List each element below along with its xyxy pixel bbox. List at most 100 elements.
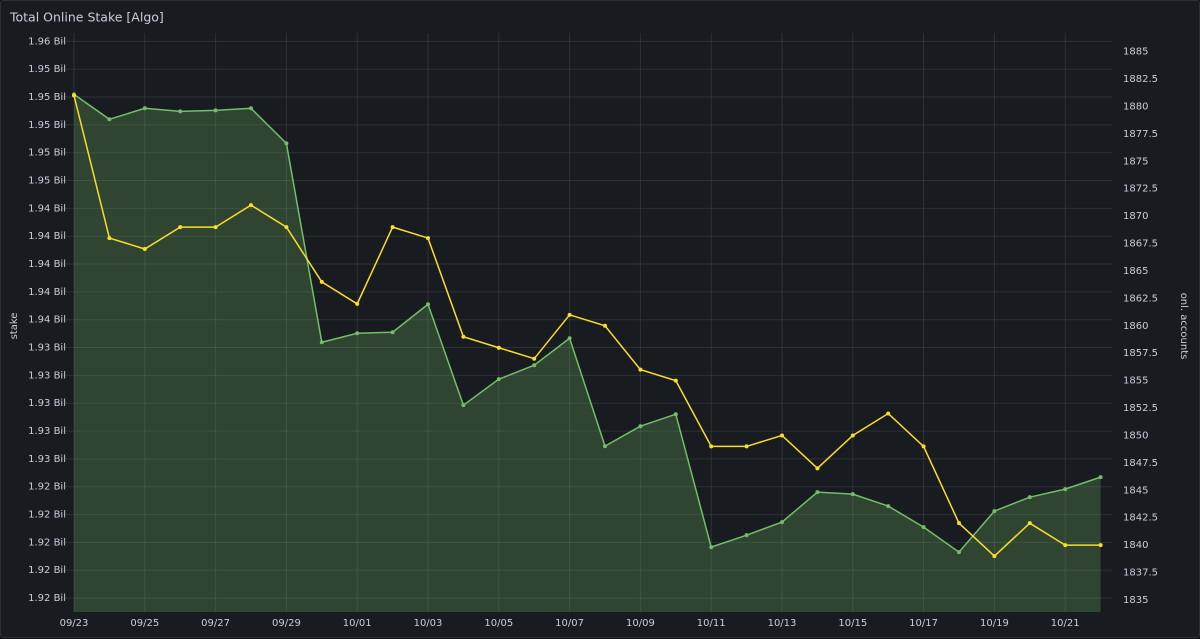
x-tick-label: 10/09 bbox=[626, 618, 655, 629]
data-point bbox=[496, 377, 501, 382]
y-tick-label: 1.93 Bil bbox=[28, 370, 66, 381]
data-point bbox=[249, 203, 253, 208]
x-tick-label: 09/27 bbox=[201, 618, 230, 629]
data-point bbox=[957, 521, 961, 526]
y-tick-label: 1.92 Bil bbox=[28, 593, 66, 604]
y2-tick-label: 1847.5 bbox=[1123, 458, 1158, 469]
y-tick-label: 1.94 Bil bbox=[28, 315, 66, 326]
data-point bbox=[284, 141, 289, 146]
y-tick-label: 1.95 Bil bbox=[28, 176, 66, 187]
y2-tick-label: 1850 bbox=[1123, 430, 1148, 441]
y2-tick-label: 1857.5 bbox=[1123, 348, 1158, 359]
y-tick-label: 1.94 Bil bbox=[28, 287, 66, 298]
y-tick-label: 1.96 Bil bbox=[28, 36, 66, 47]
x-tick-label: 10/21 bbox=[1051, 618, 1080, 629]
data-point bbox=[284, 225, 289, 230]
series-line bbox=[73, 93, 1101, 554]
panel-title: Total Online Stake [Algo] bbox=[9, 10, 164, 25]
y2-tick-label: 1860 bbox=[1123, 321, 1148, 332]
data-point bbox=[886, 504, 891, 509]
data-point bbox=[142, 247, 147, 252]
data-point bbox=[355, 331, 360, 336]
y-tick-label: 1.95 Bil bbox=[28, 148, 66, 159]
data-point bbox=[567, 312, 572, 317]
x-tick-label: 10/15 bbox=[838, 618, 867, 629]
y2-tick-label: 1870 bbox=[1123, 211, 1148, 222]
data-point bbox=[72, 93, 76, 98]
y2-tick-label: 1840 bbox=[1123, 540, 1148, 551]
data-point bbox=[638, 424, 643, 429]
data-point bbox=[532, 363, 537, 368]
data-point bbox=[1098, 475, 1103, 480]
data-point bbox=[603, 323, 607, 328]
x-tick-label: 10/19 bbox=[980, 618, 1009, 629]
data-point bbox=[921, 444, 926, 449]
x-tick-label: 10/11 bbox=[697, 618, 726, 629]
series-area bbox=[74, 94, 1101, 612]
y-tick-label: 1.95 Bil bbox=[28, 64, 66, 75]
data-point bbox=[850, 433, 855, 438]
data-point bbox=[638, 367, 643, 372]
data-point bbox=[178, 225, 183, 230]
data-point bbox=[532, 356, 537, 361]
data-point bbox=[496, 345, 501, 350]
y-tick-label: 1.93 Bil bbox=[28, 454, 66, 465]
data-point bbox=[461, 334, 466, 339]
data-point bbox=[390, 225, 395, 230]
data-point bbox=[1063, 487, 1068, 492]
x-tick-label: 10/01 bbox=[343, 618, 372, 629]
data-point bbox=[992, 509, 997, 514]
y2-tick-label: 1885 bbox=[1123, 47, 1148, 58]
data-point bbox=[673, 378, 678, 383]
x-tick-label: 10/13 bbox=[768, 618, 797, 629]
data-point bbox=[319, 279, 324, 284]
y-tick-label: 1.93 Bil bbox=[28, 343, 66, 354]
y2-tick-label: 1880 bbox=[1123, 101, 1148, 112]
data-point bbox=[744, 444, 749, 449]
x-tick-label: 10/03 bbox=[414, 618, 443, 629]
y-axis-label: stake bbox=[9, 313, 20, 340]
y2-tick-label: 1875 bbox=[1123, 156, 1148, 167]
data-point bbox=[1027, 495, 1032, 500]
data-point bbox=[213, 108, 218, 113]
data-point bbox=[957, 550, 961, 555]
data-point bbox=[744, 533, 749, 538]
y-tick-label: 1.94 Bil bbox=[28, 259, 66, 270]
data-point bbox=[319, 340, 324, 345]
x-tick-label: 10/17 bbox=[909, 618, 938, 629]
data-point bbox=[1098, 543, 1103, 548]
x-tick-label: 10/05 bbox=[484, 618, 513, 629]
data-point bbox=[142, 106, 147, 111]
y2-tick-label: 1852.5 bbox=[1123, 403, 1158, 414]
y-tick-label: 1.92 Bil bbox=[28, 510, 66, 521]
data-point bbox=[603, 444, 607, 449]
data-point bbox=[249, 106, 253, 111]
y2-tick-label: 1865 bbox=[1123, 266, 1148, 277]
series-line bbox=[73, 95, 1101, 558]
x-tick-label: 09/23 bbox=[60, 618, 89, 629]
data-point bbox=[673, 412, 678, 417]
data-point bbox=[107, 117, 112, 122]
data-point bbox=[921, 525, 926, 530]
y-tick-label: 1.92 Bil bbox=[28, 565, 66, 576]
y2-tick-label: 1867.5 bbox=[1123, 239, 1158, 250]
y2-tick-label: 1837.5 bbox=[1123, 568, 1158, 579]
y-tick-label: 1.95 Bil bbox=[28, 120, 66, 131]
y2-tick-label: 1872.5 bbox=[1123, 184, 1158, 195]
data-point bbox=[426, 302, 430, 307]
data-point bbox=[390, 330, 395, 335]
y-tick-label: 1.92 Bil bbox=[28, 482, 66, 493]
data-point bbox=[709, 545, 714, 550]
data-point bbox=[709, 444, 714, 449]
data-point bbox=[107, 236, 112, 241]
y2-tick-label: 1862.5 bbox=[1123, 293, 1158, 304]
y2-tick-label: 1877.5 bbox=[1123, 129, 1158, 140]
data-point bbox=[992, 554, 997, 559]
x-tick-label: 09/29 bbox=[272, 618, 301, 629]
data-point bbox=[461, 403, 466, 408]
y-tick-label: 1.93 Bil bbox=[28, 398, 66, 409]
y2-axis-label: onl. accounts bbox=[1178, 293, 1189, 360]
y-tick-label: 1.92 Bil bbox=[28, 537, 66, 548]
y-tick-label: 1.93 Bil bbox=[28, 426, 66, 437]
x-tick-label: 10/07 bbox=[555, 618, 584, 629]
